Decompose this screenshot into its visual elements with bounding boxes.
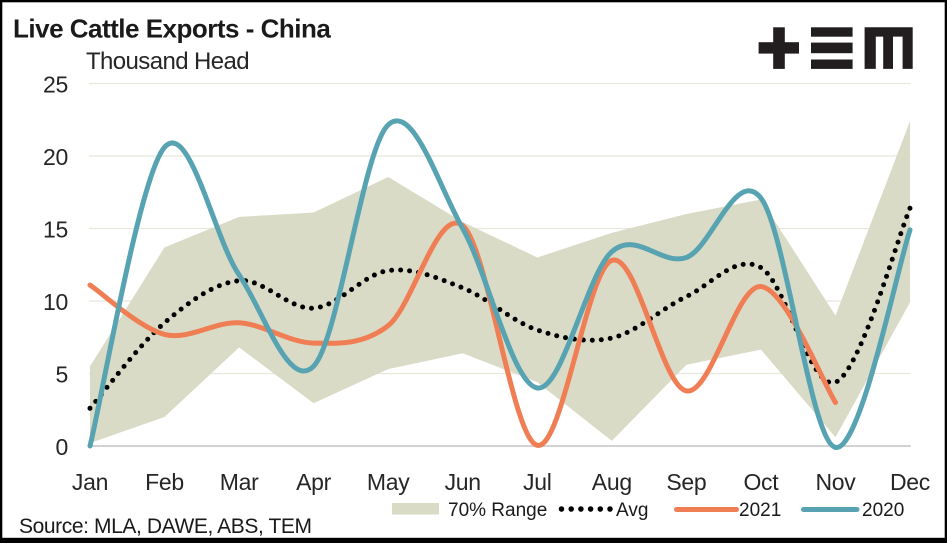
svg-text:Apr: Apr: [296, 469, 332, 495]
svg-text:Nov: Nov: [815, 469, 856, 495]
svg-text:Jan: Jan: [72, 469, 108, 495]
svg-text:Avg: Avg: [616, 500, 648, 521]
svg-text:Sep: Sep: [666, 469, 706, 495]
svg-text:Dec: Dec: [890, 469, 930, 495]
svg-text:0: 0: [56, 434, 69, 460]
svg-text:10: 10: [43, 289, 68, 315]
svg-text:5: 5: [56, 362, 69, 388]
svg-text:Mar: Mar: [220, 469, 259, 495]
svg-text:Live Cattle Exports - China: Live Cattle Exports - China: [13, 14, 331, 44]
svg-text:Feb: Feb: [145, 469, 184, 495]
svg-text:Source: MLA, DAWE, ABS, TEM: Source: MLA, DAWE, ABS, TEM: [19, 515, 312, 538]
svg-text:May: May: [367, 469, 410, 495]
svg-text:70% Range: 70% Range: [448, 500, 547, 521]
svg-text:25: 25: [43, 72, 68, 98]
svg-text:Thousand Head: Thousand Head: [86, 48, 249, 75]
svg-text:Aug: Aug: [592, 469, 632, 495]
svg-text:Jun: Jun: [445, 469, 481, 495]
svg-text:2021: 2021: [739, 500, 781, 521]
svg-text:15: 15: [43, 217, 68, 243]
svg-text:Jul: Jul: [523, 469, 552, 495]
svg-text:20: 20: [43, 144, 68, 170]
svg-text:Oct: Oct: [743, 469, 779, 495]
svg-text:2020: 2020: [862, 500, 904, 521]
